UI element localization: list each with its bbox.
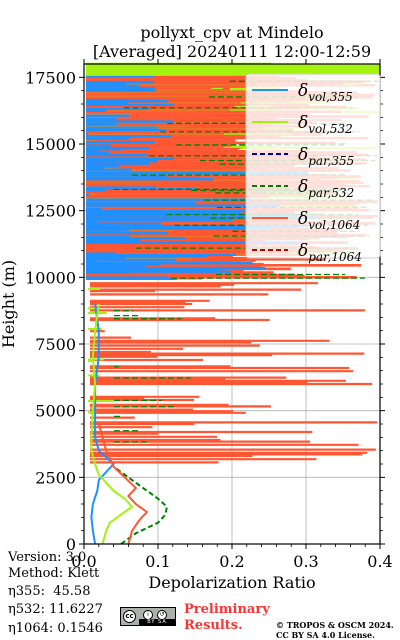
x-tick-label: 0.3: [293, 552, 318, 571]
preliminary-line2: Results.: [184, 618, 243, 633]
series-line-vol355: [90, 303, 116, 545]
legend: δvol,355δvol,532δpar,355δpar,532δvol,106…: [245, 73, 381, 264]
cc-badge-text: BY SA: [139, 619, 175, 625]
preliminary-results-note: Preliminary Results.: [184, 602, 270, 634]
chart-title-line1: pollyxt_cpv at Mindelo: [140, 23, 323, 42]
y-tick-label: 10000: [25, 268, 76, 287]
y-tick-label: 5000: [35, 402, 76, 421]
series-line-par532: [113, 465, 168, 545]
y-tick-label: 0: [66, 535, 76, 554]
y-tick-label: 12500: [25, 202, 76, 221]
chart-title-line2: [Averaged] 20240111 12:00-12:59: [93, 42, 371, 61]
preliminary-line1: Preliminary: [184, 602, 270, 617]
y-tick-label: 2500: [35, 468, 76, 487]
cc-icon: cc: [123, 610, 136, 623]
series-line-vol1064: [97, 423, 149, 545]
cc-license-badge: cc i ↺ BY SA: [120, 607, 176, 626]
legend-box: [245, 73, 381, 259]
copyright-note: © TROPOS & OSCM 2024. CC BY SA 4.0 Licen…: [276, 620, 394, 640]
eta1064-text: η1064: 0.1546: [8, 621, 103, 636]
eta355-text: η355: 45.58: [8, 584, 91, 599]
series-line-vol532: [90, 303, 134, 545]
y-tick-label: 7500: [35, 335, 76, 354]
copyright-line1: © TROPOS & OSCM 2024.: [276, 620, 394, 630]
eta532-text: η532: 11.6227: [8, 602, 103, 617]
y-tick-label: 15000: [25, 135, 76, 154]
axis-ticks: 0.0 0.1 0.2 0.3 0.4 0 2500 5000 7500 10000 12500 15…: [25, 59, 393, 571]
copyright-line2: CC BY SA 4.0 License.: [276, 630, 375, 640]
method-text: Method: Klett: [8, 566, 100, 581]
y-tick-label: 17500: [25, 68, 76, 87]
x-tick-label: 0.4: [367, 552, 392, 571]
series-lines: [90, 303, 168, 545]
x-axis-label: Depolarization Ratio: [148, 573, 315, 592]
x-tick-label: 0.1: [145, 552, 170, 571]
x-tick-label: 0.0: [71, 552, 96, 571]
version-text: Version: 3.0: [8, 550, 87, 565]
x-tick-label: 0.2: [219, 552, 244, 571]
y-axis-label: Height (m): [0, 260, 18, 348]
